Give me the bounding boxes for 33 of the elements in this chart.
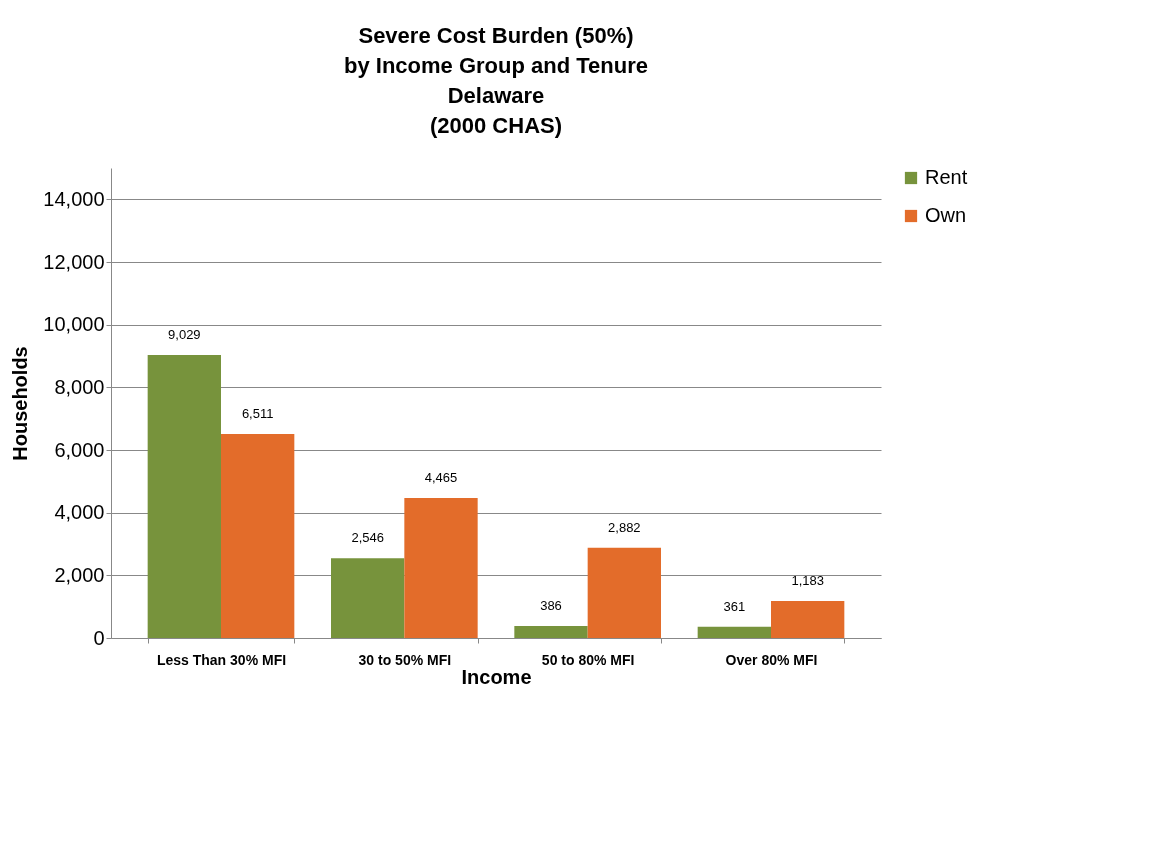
y-tick-label: 10,000 [43,313,105,336]
y-tick-label: 12,000 [43,250,105,273]
bar [697,626,771,638]
bar [331,558,405,638]
data-label: 361 [723,598,746,614]
x-axis-title: Income [461,665,532,688]
bar [587,547,661,638]
y-tick-label: 6,000 [54,438,105,461]
y-tick-label: 2,000 [54,563,105,586]
bar [221,433,295,638]
bar [404,498,478,638]
chart-title: Severe Cost Burden (50%) by Income Group and Tenure Delaware (2000 CHAS) [344,23,648,138]
legend-label: Own [925,204,967,226]
y-tick-label: 4,000 [54,501,105,524]
bar [147,355,221,638]
data-label: 386 [540,597,562,613]
x-tick-label: Less Than 30% MFI [156,651,287,668]
y-tick-label: 8,000 [54,375,105,398]
data-label: 9,029 [168,327,201,343]
y-axis-title: Households [9,346,32,461]
data-label: 2,546 [351,530,384,546]
legend-label: Rent [925,166,968,188]
y-tick-label: 0 [93,626,105,649]
data-label: 4,465 [424,470,458,486]
data-label: 6,511 [241,405,274,421]
x-tick-label: Over 80% MFI [725,651,818,668]
bar [771,600,845,638]
y-tick-label: 14,000 [43,187,105,210]
x-tick-label: 30 to 50% MFI [358,651,452,668]
bar [514,625,588,638]
x-tick-label: 50 to 80% MFI [541,651,635,668]
data-label: 2,882 [608,519,641,535]
data-label: 1,183 [791,572,824,588]
